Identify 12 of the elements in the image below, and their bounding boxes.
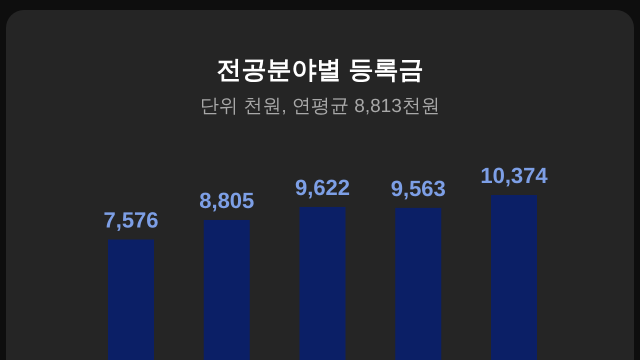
bar	[491, 195, 537, 360]
bar	[108, 240, 154, 360]
bar	[204, 220, 250, 360]
data-label: 9,563	[390, 176, 446, 201]
data-label: 7,576	[103, 208, 159, 233]
bar	[395, 208, 442, 360]
data-label: 9,622	[294, 174, 350, 200]
chart-subtitle: 단위 천원, 연평균 8,813천원	[200, 96, 440, 117]
bar	[300, 206, 346, 360]
data-label: 10,374	[480, 163, 548, 188]
data-label: 8,805	[199, 188, 254, 213]
chart-title: 전공분야별 등록금	[216, 56, 424, 84]
